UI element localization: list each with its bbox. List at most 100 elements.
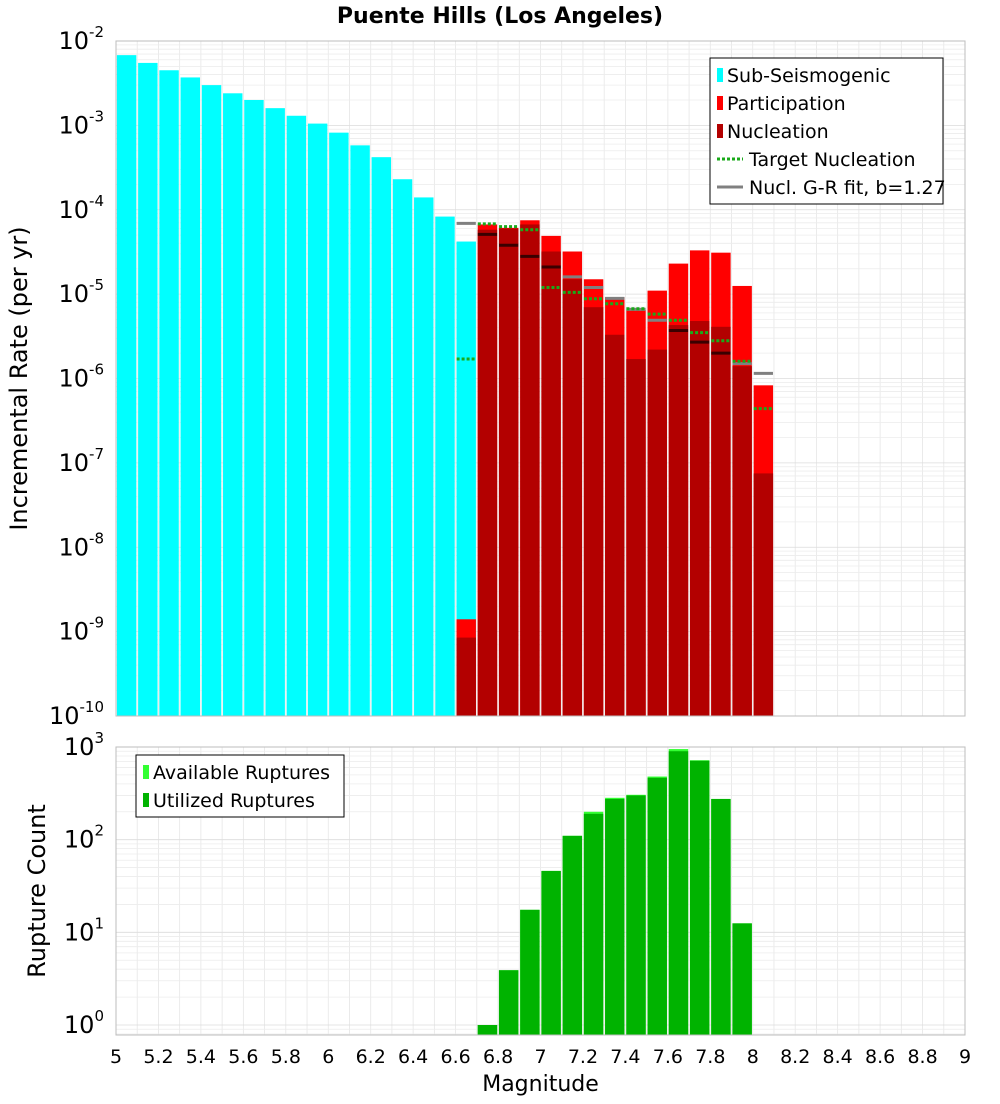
- x-tick-label: 8: [747, 1046, 759, 1068]
- y-tick-base: 10: [58, 365, 89, 393]
- x-tick-label: 9: [959, 1046, 971, 1068]
- grid: [115, 747, 966, 1035]
- x-tick-label: 6.4: [398, 1046, 428, 1068]
- legend-swatch-utilized-ruptures: [143, 793, 149, 807]
- bar-sub-seismogenic: [201, 85, 222, 716]
- x-tick-label: 7.2: [568, 1046, 598, 1068]
- y-tick-base: 10: [58, 280, 89, 308]
- legend-box: [135, 754, 345, 818]
- x-tick-label: 5.4: [186, 1046, 216, 1068]
- x-tick-label: 6.8: [483, 1046, 513, 1068]
- bar-nucleation: [520, 224, 540, 717]
- chart-title: Puente Hills (Los Angeles): [337, 4, 663, 29]
- y-tick-labels: 10-210-310-410-510-610-710-810-910-10: [49, 23, 104, 730]
- y-tick-base: 10: [64, 826, 95, 854]
- bar-sub-seismogenic: [371, 157, 392, 717]
- bar-utilized-ruptures: [732, 923, 752, 1035]
- bar-sub-seismogenic: [350, 145, 370, 717]
- legend: Available Ruptures Utilized Ruptures: [135, 754, 345, 818]
- x-tick-label: 5: [110, 1046, 122, 1068]
- y-tick-base: 10: [58, 533, 89, 561]
- y-tick-base: 10: [58, 27, 89, 55]
- legend-label-participation: Participation: [727, 93, 846, 115]
- y-tick-label: 100: [64, 1007, 104, 1039]
- legend-label-available-ruptures: Available Ruptures: [153, 762, 330, 784]
- bar-nucleation: [647, 349, 667, 716]
- y-tick-label: 10-3: [58, 107, 104, 139]
- bars: [116, 55, 774, 717]
- bar-nucleation: [711, 326, 731, 716]
- legend-label-sub-seismogenic: Sub-Seismogenic: [727, 65, 891, 87]
- bar-nucleation: [583, 307, 604, 716]
- bar-nucleation: [732, 366, 752, 716]
- bar-utilized-ruptures: [583, 813, 604, 1035]
- y-tick-label: 10-4: [58, 192, 104, 224]
- y-tick-base: 10: [58, 618, 89, 646]
- legend-swatch-participation: [717, 96, 723, 110]
- y-tick-base: 10: [64, 918, 95, 946]
- bar-sub-seismogenic: [223, 93, 243, 716]
- x-axis-label: Magnitude: [482, 1072, 599, 1097]
- bar-utilized-ruptures: [626, 795, 646, 1035]
- bar-sub-seismogenic: [307, 123, 328, 716]
- bar-utilized-ruptures: [562, 835, 583, 1035]
- y-tick-label: 10-6: [58, 361, 104, 393]
- x-tick-label: 8.8: [907, 1046, 937, 1068]
- bar-sub-seismogenic: [138, 62, 158, 716]
- bar-nucleation: [477, 229, 498, 717]
- legend-label-utilized-ruptures: Utilized Ruptures: [153, 790, 315, 812]
- bar-nucleation: [753, 473, 774, 716]
- y-tick-exponent: 3: [94, 729, 104, 747]
- y-tick-exponent: -4: [89, 192, 104, 210]
- y-tick-exponent: -3: [89, 107, 104, 125]
- x-tick-label: 7: [534, 1046, 546, 1068]
- x-tick-label: 6.6: [440, 1046, 470, 1068]
- y-tick-label: 10-10: [49, 698, 104, 730]
- bar-nucleation: [626, 359, 646, 716]
- bar-utilized-ruptures: [541, 870, 561, 1035]
- bar-sub-seismogenic: [435, 216, 455, 716]
- y-tick-label: 10-5: [58, 276, 104, 308]
- bar-sub-seismogenic: [392, 179, 413, 716]
- bar-utilized-ruptures: [689, 760, 710, 1035]
- legend-label-target-nucleation: Target Nucleation: [748, 149, 916, 171]
- y-tick-exponent: -7: [89, 445, 104, 463]
- bar-sub-seismogenic: [159, 70, 179, 716]
- y-tick-exponent: -8: [89, 529, 104, 547]
- x-tick-labels: 5 5.2 5.4 5.6 5.8 6 6.2 6.4 6.6 6.8 7 7.2 7.4 7.6 7.8 8…: [110, 1046, 971, 1068]
- bar-utilized-ruptures: [605, 798, 625, 1035]
- bar-utilized-ruptures: [477, 1025, 498, 1035]
- bar-sub-seismogenic: [414, 197, 434, 717]
- x-tick-label: 8.2: [780, 1046, 810, 1068]
- x-tick-label: 5.8: [271, 1046, 301, 1068]
- bar-nucleation: [689, 321, 710, 716]
- y-tick-exponent: -5: [89, 276, 104, 294]
- bar-sub-seismogenic: [456, 241, 476, 717]
- x-tick-label: 6: [322, 1046, 334, 1068]
- y-tick-base: 10: [64, 733, 95, 761]
- x-tick-label: 7.4: [610, 1046, 640, 1068]
- y-tick-base: 10: [49, 702, 80, 730]
- y-tick-label: 10-7: [58, 445, 104, 477]
- legend: Sub-Seismogenic Participation Nucleation Ta…: [709, 57, 946, 205]
- y-tick-label: 10-2: [58, 23, 104, 55]
- legend-label-nucl-g-r-fit-b-1-27: Nucl. G-R fit, b=1.27: [749, 177, 946, 199]
- y-tick-exponent: 2: [94, 822, 104, 840]
- bar-nucleation: [498, 228, 519, 716]
- bar-sub-seismogenic: [116, 55, 137, 716]
- x-tick-label: 8.6: [865, 1046, 895, 1068]
- legend-swatch-nucleation: [717, 124, 723, 138]
- legend-label-nucleation: Nucleation: [727, 121, 829, 143]
- top-panel: 10-210-310-410-510-610-710-810-910-10Inc…: [5, 23, 966, 730]
- x-tick-label: 6.2: [356, 1046, 386, 1068]
- x-tick-label: 7.6: [653, 1046, 683, 1068]
- bar-sub-seismogenic: [286, 115, 307, 716]
- x-tick-label: 5.6: [228, 1046, 258, 1068]
- y-tick-label: 103: [64, 729, 104, 761]
- y-tick-base: 10: [58, 449, 89, 477]
- legend-box: [709, 57, 944, 205]
- plot-frame: [115, 40, 966, 717]
